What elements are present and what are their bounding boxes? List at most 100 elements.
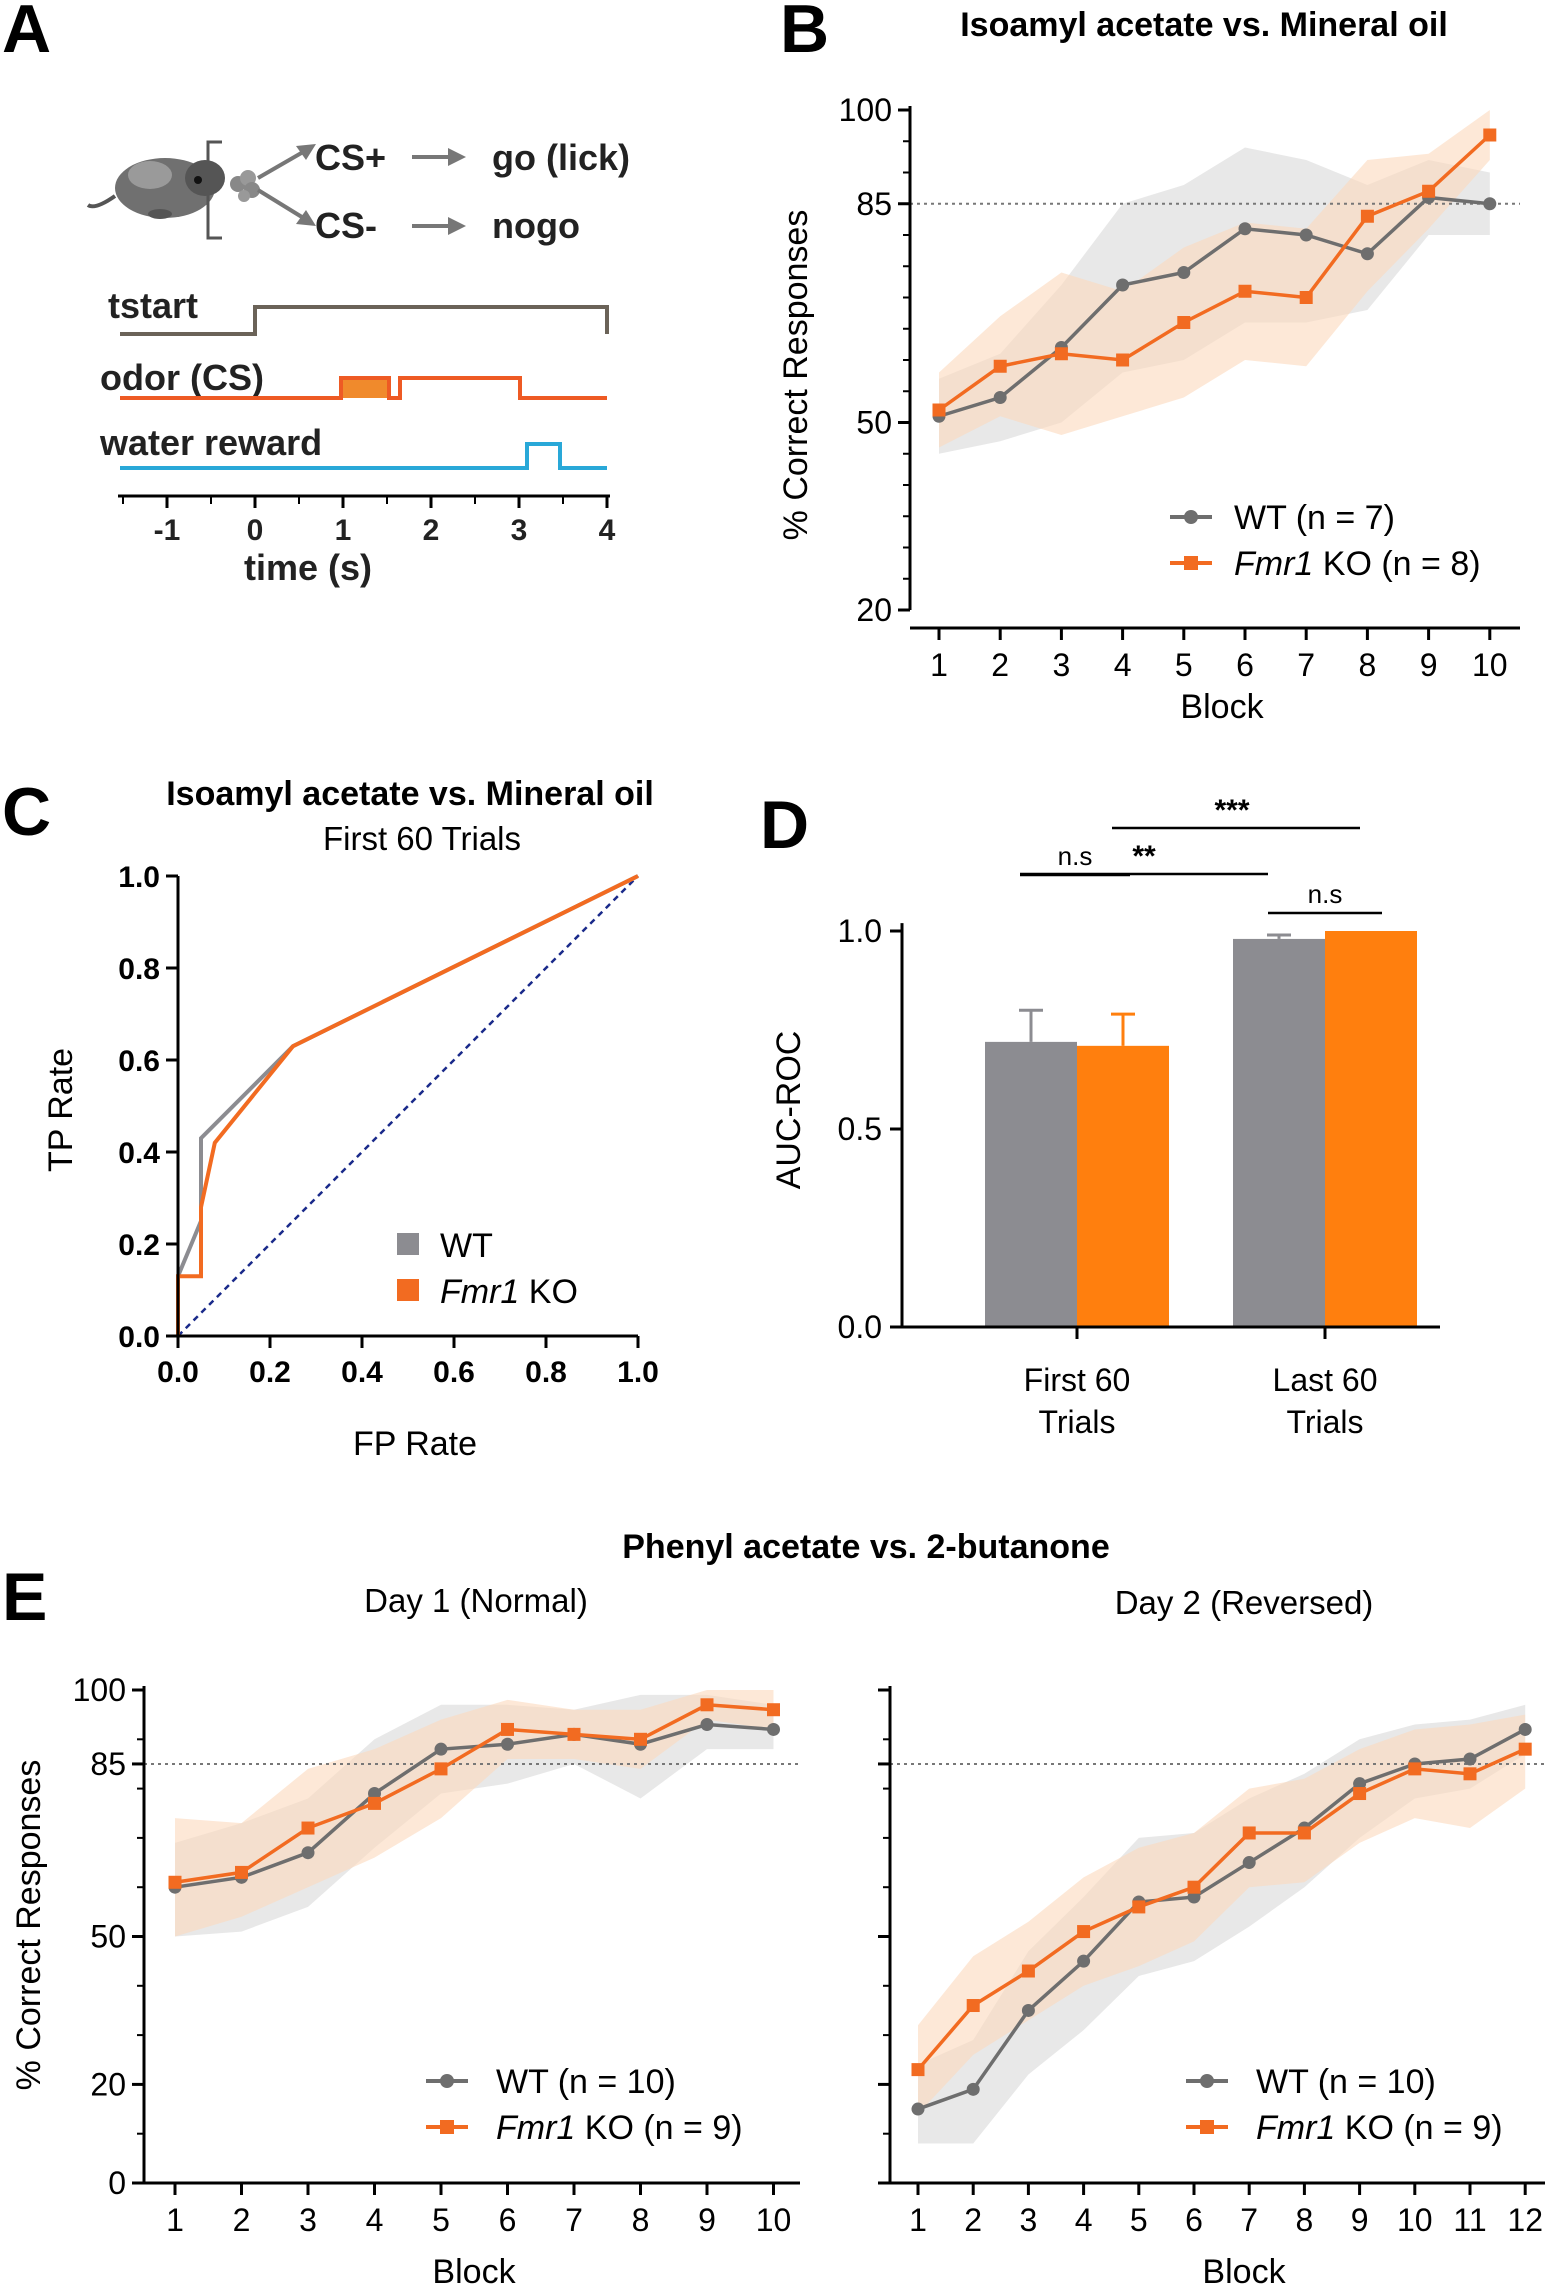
x-tick-label: 3 [1053,647,1071,683]
wt-data-point [767,1722,780,1736]
ko-bar [1077,1045,1169,1327]
legend-ko-marker [1200,2120,1214,2134]
wt-data-point [1353,1777,1367,1791]
x-tick-label: 12 [1507,2202,1543,2238]
y-tick-label: 0.5 [838,1111,882,1147]
wt-data-point [1483,197,1497,211]
y-tick-label: 20 [856,592,892,628]
x-tick-label: 2 [233,2202,251,2238]
x-category-label: Trials [1286,1404,1363,1440]
wt-bar [985,1041,1077,1327]
chart-e1-xlabel: Block [432,2253,516,2286]
y-tick-label: 50 [856,405,892,441]
ko-data-point [932,403,946,417]
x-tick-label: 5 [1130,2202,1148,2238]
water-trace [120,442,607,470]
wt-data-point [1177,266,1191,279]
y-tick-label: 20 [90,2066,126,2102]
ko-data-point [1353,1787,1367,1801]
legend-ko-label: Fmr1 KO (n = 9) [496,2109,743,2147]
wt-data-point [368,1787,381,1801]
legend-wt-label: WT (n = 7) [1234,499,1395,537]
ko-data-point [1187,1880,1201,1894]
label-cs-minus: CS- [315,205,377,246]
legend-ko-swatch [397,1279,419,1301]
time-tick-label: 1 [335,514,352,547]
y-tick-label: 0.2 [118,1229,160,1262]
x-tick-label: 10 [1472,647,1508,683]
wt-data-point [1360,247,1374,261]
x-tick-label: 1 [909,2202,927,2238]
x-tick-label: 3 [299,2202,317,2238]
chart-e2-legend: WT (n = 10) Fmr1 KO (n = 9) [1186,2063,1503,2147]
sig-ns-first: n.s [1058,841,1093,871]
chart-b-title: Isoamyl acetate vs. Mineral oil [960,6,1448,44]
ko-data-point [700,1698,714,1712]
ko-data-point [634,1732,647,1746]
time-tick-label: 3 [511,514,528,547]
chart-c-chance-line [177,875,639,1337]
chart-d-ylabel: AUC-ROC [770,1031,808,1190]
x-category-label: Last 60 [1273,1362,1378,1398]
x-tick-label: 6 [1185,2202,1203,2238]
panel-b-chart: Isoamyl acetate vs. Mineral oil 20508510… [777,6,1520,726]
x-tick-label: 7 [1240,2202,1258,2238]
ko-bar [1325,931,1417,1327]
y-tick-label: 0.8 [118,953,160,986]
wt-data-point [1077,1954,1091,1968]
label-water: water reward [99,422,322,463]
legend-wt-label: WT [440,1227,493,1265]
legend-wt-marker [440,2074,454,2088]
ko-data-point [368,1796,381,1810]
panel-letter-b: B [780,0,829,67]
ko-data-point [1297,1826,1311,1840]
sig-double-star: ** [1132,840,1156,873]
ko-data-point [911,2063,925,2077]
x-tick-label: 6 [1236,647,1254,683]
wt-data-point [501,1737,514,1751]
y-tick-label: 85 [90,1746,126,1782]
panel-d-chart: 0.0 0.5 1.0 First 60 Trials Last 60 Trials AUC… [770,794,1440,1440]
x-tick-label: 1 [930,647,948,683]
y-tick-label: 1.0 [838,913,882,949]
label-nogo: nogo [492,205,580,246]
legend-ko-label: Fmr1 KO [440,1273,578,1311]
wt-data-point [993,391,1007,404]
wt-data-point [911,2102,925,2116]
panel-letter-a: A [2,0,51,67]
x-tick-label: 1 [166,2202,184,2238]
chart-c-subtitle: First 60 Trials [323,820,521,857]
wt-series-line [917,1727,1527,2111]
ko-data-point [1463,1767,1477,1781]
chart-e2-xlabel: Block [1202,2253,1286,2286]
x-tick-label: 4 [366,2202,384,2238]
ko-data-point [1299,291,1313,304]
ko-data-point [501,1722,514,1736]
x-tick-label: 1.0 [617,1356,659,1389]
panel-c-chart: Isoamyl acetate vs. Mineral oil First 60… [42,775,659,1463]
legend-ko-label: Fmr1 KO (n = 9) [1256,2109,1503,2147]
x-tick-label: 5 [1175,647,1193,683]
chart-b-legend: WT (n = 7) Fmr1 KO (n = 8) [1170,499,1481,583]
x-tick-label: 8 [632,2202,650,2238]
odor-window [341,378,389,398]
label-tstart: tstart [108,285,198,326]
label-cs-plus: CS+ [315,137,386,178]
wt-data-point [1299,228,1313,242]
x-tick-label: 7 [565,2202,583,2238]
chart-e-title: Phenyl acetate vs. 2-butanone [622,1528,1110,1566]
chart-c-xlabel: FP Rate [353,1425,477,1463]
sig-ns-last: n.s [1308,879,1343,909]
chart-e1-subtitle: Day 1 (Normal) [364,1582,588,1619]
ko-series-line [916,1747,1526,2071]
x-tick-label: 10 [756,2202,792,2238]
legend-wt-label: WT (n = 10) [496,2063,676,2101]
x-tick-label: 0.8 [525,1356,567,1389]
sig-triple-star: *** [1214,794,1249,827]
ko-data-point [966,1999,980,2013]
chart-e2-subtitle: Day 2 (Reversed) [1115,1584,1374,1621]
ko-data-point [1238,284,1252,298]
y-tick-label: 100 [839,92,892,128]
wt-bar [1233,938,1325,1327]
